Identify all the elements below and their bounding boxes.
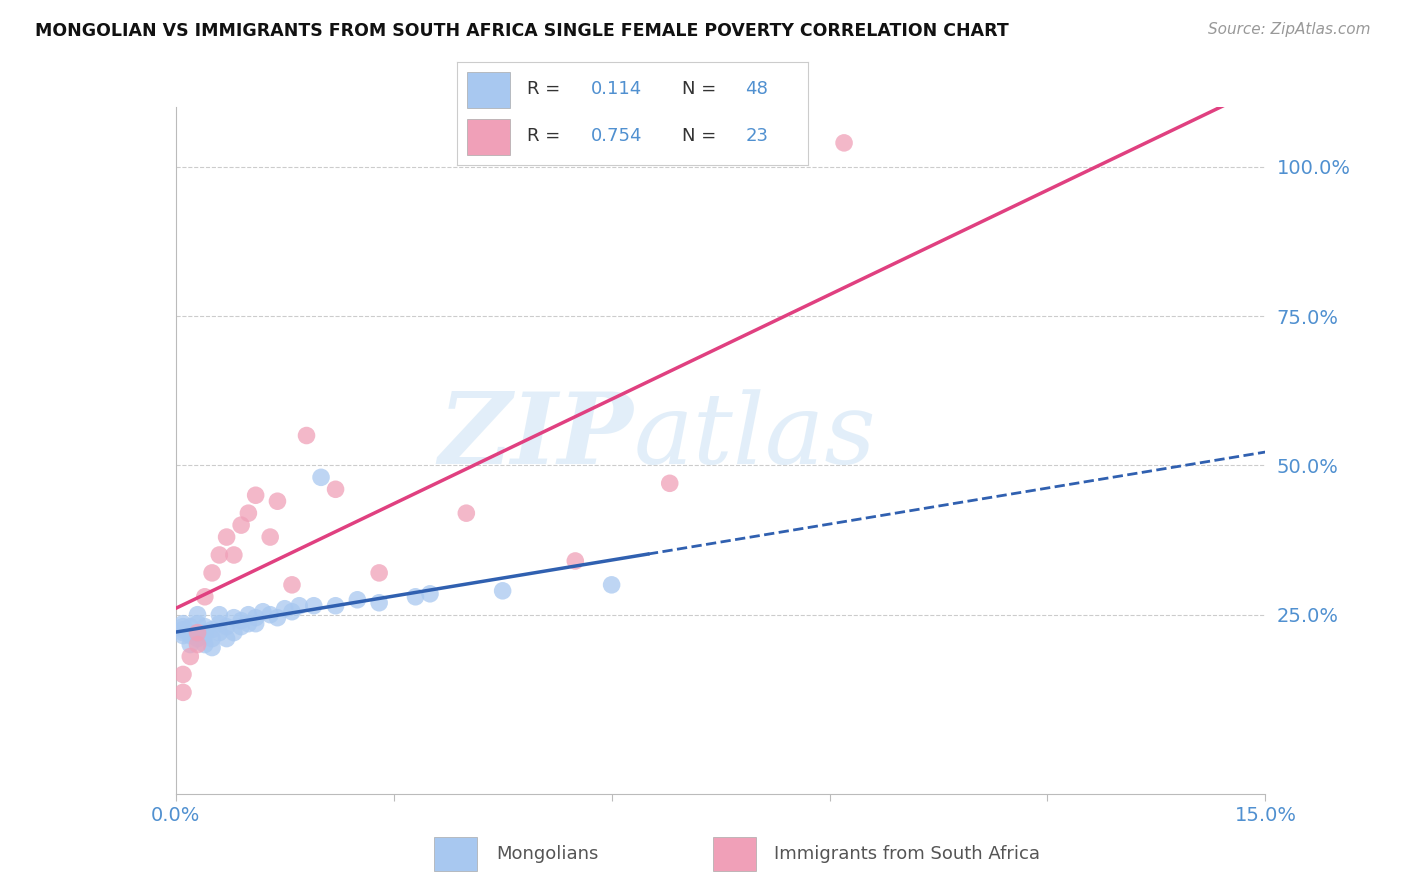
Text: 23: 23 xyxy=(745,128,768,145)
Point xyxy=(194,638,217,652)
Text: atlas: atlas xyxy=(633,389,876,484)
Point xyxy=(281,605,304,619)
Point xyxy=(179,629,201,643)
Point xyxy=(368,596,391,610)
FancyBboxPatch shape xyxy=(434,837,478,871)
Point xyxy=(186,625,209,640)
Point xyxy=(172,616,194,631)
Point xyxy=(274,601,297,615)
Text: Mongolians: Mongolians xyxy=(496,845,599,863)
Text: ZIP: ZIP xyxy=(439,389,633,485)
Point xyxy=(208,625,231,640)
Point xyxy=(172,667,194,681)
Point xyxy=(215,530,238,544)
Point xyxy=(194,590,217,604)
Point xyxy=(172,623,194,637)
Point xyxy=(266,494,288,508)
Point xyxy=(238,616,260,631)
Point xyxy=(231,620,253,634)
Point xyxy=(600,578,623,592)
Point xyxy=(194,620,217,634)
Point xyxy=(288,599,311,613)
Point xyxy=(179,649,201,664)
FancyBboxPatch shape xyxy=(713,837,756,871)
Point xyxy=(172,620,194,634)
Point xyxy=(215,632,238,646)
Point xyxy=(231,518,253,533)
Point xyxy=(419,587,441,601)
FancyBboxPatch shape xyxy=(467,119,509,155)
Text: R =: R = xyxy=(527,128,567,145)
Point xyxy=(492,583,515,598)
Point xyxy=(186,638,209,652)
Point xyxy=(194,629,217,643)
Point xyxy=(302,599,325,613)
Point xyxy=(231,614,253,628)
Point xyxy=(245,616,267,631)
Point xyxy=(346,592,368,607)
Point xyxy=(201,623,224,637)
Text: 0.754: 0.754 xyxy=(591,128,643,145)
Point xyxy=(179,638,201,652)
Point xyxy=(172,629,194,643)
Point xyxy=(309,470,332,484)
Point xyxy=(252,605,274,619)
Point xyxy=(179,620,201,634)
Point xyxy=(238,607,260,622)
Point xyxy=(186,625,209,640)
Point xyxy=(208,548,231,562)
Point xyxy=(208,607,231,622)
Text: R =: R = xyxy=(527,80,567,98)
Point xyxy=(325,483,347,497)
Point xyxy=(245,610,267,624)
Point xyxy=(658,476,681,491)
Point xyxy=(368,566,391,580)
Text: 48: 48 xyxy=(745,80,768,98)
Point xyxy=(245,488,267,502)
Point xyxy=(564,554,586,568)
Text: Source: ZipAtlas.com: Source: ZipAtlas.com xyxy=(1208,22,1371,37)
Point xyxy=(215,620,238,634)
Point xyxy=(281,578,304,592)
Point xyxy=(222,625,245,640)
Point xyxy=(259,607,281,622)
Text: N =: N = xyxy=(682,80,721,98)
Point xyxy=(238,506,260,520)
Text: Immigrants from South Africa: Immigrants from South Africa xyxy=(775,845,1040,863)
Text: 0.114: 0.114 xyxy=(591,80,641,98)
Point xyxy=(259,530,281,544)
Point xyxy=(832,136,855,150)
Point xyxy=(295,428,318,442)
Point xyxy=(266,610,288,624)
Point xyxy=(186,632,209,646)
Point xyxy=(172,685,194,699)
Point xyxy=(208,616,231,631)
Text: MONGOLIAN VS IMMIGRANTS FROM SOUTH AFRICA SINGLE FEMALE POVERTY CORRELATION CHAR: MONGOLIAN VS IMMIGRANTS FROM SOUTH AFRIC… xyxy=(35,22,1010,40)
Text: N =: N = xyxy=(682,128,721,145)
Point xyxy=(172,625,194,640)
Point xyxy=(201,632,224,646)
Point xyxy=(456,506,478,520)
Point xyxy=(325,599,347,613)
Point xyxy=(186,607,209,622)
FancyBboxPatch shape xyxy=(467,71,509,108)
Point xyxy=(194,625,217,640)
Point xyxy=(186,616,209,631)
Point xyxy=(405,590,427,604)
Point xyxy=(222,548,245,562)
Point xyxy=(222,610,245,624)
Point xyxy=(201,640,224,655)
Point xyxy=(201,566,224,580)
Point xyxy=(179,625,201,640)
